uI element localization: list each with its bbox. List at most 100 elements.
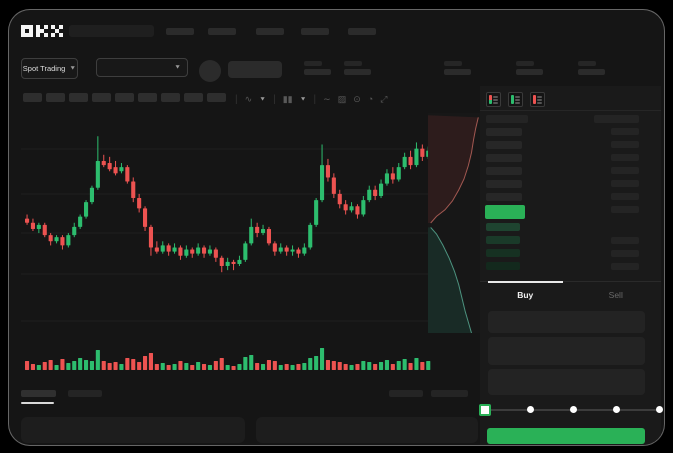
indicator-icon[interactable]: ∿	[244, 93, 253, 104]
ask-row[interactable]	[486, 167, 522, 175]
orderbook-amount-row[interactable]	[611, 206, 639, 213]
chevron-down-icon: ▼	[69, 65, 77, 72]
price-input[interactable]	[488, 311, 645, 333]
timeframe-button-6[interactable]	[138, 93, 157, 102]
amount-slider-handle[interactable]	[479, 404, 491, 416]
orderbook-amount-row[interactable]	[611, 128, 639, 135]
chevron-down-icon[interactable]: ▼	[259, 96, 267, 102]
candlestick-chart[interactable]	[21, 116, 433, 344]
candle-style-icon[interactable]: ▮▮	[282, 93, 293, 104]
history-icon[interactable]: ◔	[367, 93, 374, 104]
timeframe-button-4[interactable]	[92, 93, 111, 102]
ticker-stat-value-4	[516, 69, 543, 75]
ask-row[interactable]	[486, 128, 522, 136]
chevron-down-icon[interactable]: ▼	[299, 96, 307, 102]
camera-icon[interactable]: ⊙	[353, 93, 361, 104]
ask-row[interactable]	[486, 193, 522, 201]
pair-name-placeholder	[228, 61, 282, 78]
pair-dropdown[interactable]: ▼	[96, 58, 188, 77]
ticker-stat-value-1	[304, 69, 331, 75]
orderbook-amount-row[interactable]	[611, 237, 639, 244]
divider: |	[273, 93, 276, 105]
orderbook-view-asks-icon[interactable]	[530, 92, 545, 107]
divider: |	[235, 93, 238, 105]
tab-buy-label: Buy	[517, 290, 534, 300]
ticker-stat-label-3	[444, 61, 462, 66]
bottom-panel-right	[256, 417, 478, 443]
slider-stop-2[interactable]	[527, 406, 534, 413]
ticker-stat-label-1	[304, 61, 322, 66]
bottom-panel-left	[21, 417, 245, 443]
search-bar-placeholder[interactable]	[69, 25, 154, 37]
bottom-link-1[interactable]	[389, 390, 423, 397]
chevron-down-icon: ▼	[174, 64, 181, 71]
bottom-tab-active-underline	[21, 402, 54, 404]
orderbook-amount-row[interactable]	[611, 167, 639, 174]
timeframe-button-3[interactable]	[69, 93, 88, 102]
slider-stop-4[interactable]	[613, 406, 620, 413]
nav-item-5[interactable]	[348, 28, 376, 35]
timeframe-button-7[interactable]	[161, 93, 180, 102]
orderbook-amount-row[interactable]	[611, 193, 639, 200]
timeframe-button-8[interactable]	[184, 93, 203, 102]
tab-sell-label: Sell	[608, 290, 623, 300]
coin-avatar	[199, 60, 221, 82]
bottom-tab-open-orders[interactable]	[21, 390, 56, 397]
total-input[interactable]	[488, 369, 645, 395]
orderbook-col-header-amount	[594, 115, 639, 123]
ticker-stat-label-2	[344, 61, 362, 66]
okx-logo[interactable]	[21, 25, 65, 38]
timeframe-button-5[interactable]	[115, 93, 134, 102]
bid-row[interactable]	[486, 262, 520, 270]
chart-toolbar-icons: | ∿ ▼ | ▮▮ ▼ | ∼ ▨ ⊙ ◔ ⤢	[235, 92, 387, 106]
ticker-stat-value-3	[444, 69, 471, 75]
divider	[480, 110, 661, 111]
orderbook-view-combined-icon[interactable]	[486, 92, 501, 107]
orderbook-amount-row[interactable]	[611, 154, 639, 161]
nav-item-4[interactable]	[301, 28, 329, 35]
ask-row[interactable]	[486, 141, 522, 149]
ask-row[interactable]	[486, 154, 522, 162]
orderbook-amount-row[interactable]	[611, 250, 639, 257]
bottom-tab-order-history[interactable]	[68, 390, 102, 397]
timeframe-button-1[interactable]	[23, 93, 42, 102]
depth-chart[interactable]	[428, 113, 481, 333]
ticker-stat-label-4	[516, 61, 534, 66]
app-window: Spot Trading ▼ ▼ | ∿ ▼ | ▮▮ ▼ | ∼ ▨ ⊙ ◔ ⤢	[8, 9, 665, 446]
fullscreen-icon[interactable]: ⤢	[380, 93, 388, 104]
amount-input[interactable]	[488, 337, 645, 365]
last-price-badge[interactable]	[485, 205, 525, 219]
trade-tabs: Buy Sell	[480, 281, 661, 308]
slider-stop-3[interactable]	[570, 406, 577, 413]
ticker-stat-value-2	[344, 69, 371, 75]
slider-stop-5[interactable]	[656, 406, 663, 413]
timeframe-button-2[interactable]	[46, 93, 65, 102]
volume-chart[interactable]	[21, 341, 433, 372]
orderbook-amount-row[interactable]	[611, 180, 639, 187]
orderbook-col-header-price	[486, 115, 528, 123]
split-bar	[489, 95, 492, 104]
timeframe-button-9[interactable]	[207, 93, 226, 102]
nav-item-1[interactable]	[166, 28, 194, 35]
divider: |	[313, 93, 317, 105]
market-type-dropdown[interactable]: Spot Trading ▼	[21, 58, 78, 79]
orderbook-view-bids-icon[interactable]	[508, 92, 523, 107]
nav-item-3[interactable]	[256, 28, 284, 35]
bid-row[interactable]	[486, 223, 520, 231]
bid-row[interactable]	[486, 249, 520, 257]
line-tool-icon[interactable]: ∼	[323, 93, 331, 104]
ask-row[interactable]	[486, 180, 522, 188]
ticker-stat-value-5	[578, 69, 605, 75]
orderbook-amount-row[interactable]	[611, 263, 639, 270]
orderbook-amount-row[interactable]	[611, 141, 639, 148]
bottom-link-2[interactable]	[431, 390, 468, 397]
ticker-stat-label-5	[578, 61, 596, 66]
tab-buy[interactable]: Buy	[480, 281, 571, 308]
bid-row[interactable]	[486, 236, 520, 244]
buy-submit-button[interactable]	[487, 428, 645, 444]
compare-icon[interactable]: ▨	[337, 93, 347, 104]
market-type-label: Spot Trading	[22, 64, 66, 73]
tab-sell[interactable]: Sell	[571, 282, 662, 308]
nav-item-2[interactable]	[208, 28, 236, 35]
